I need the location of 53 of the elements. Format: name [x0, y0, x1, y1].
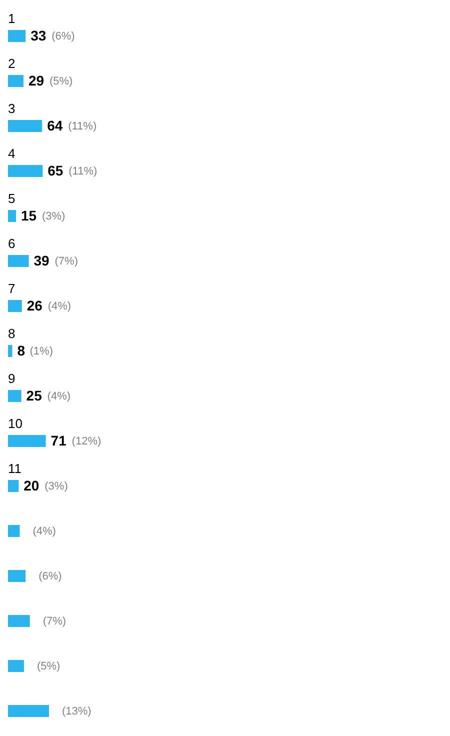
data-label: 65: [48, 162, 64, 178]
annotation: (7%): [42, 616, 66, 628]
bar: [8, 570, 26, 582]
annotation: (3%): [42, 210, 66, 222]
bar: [8, 480, 19, 492]
annotation: (3%): [44, 480, 68, 492]
data-label: 29: [28, 72, 44, 88]
y-tick-label: 1: [8, 11, 16, 26]
bar: [8, 165, 43, 177]
bar: [8, 30, 26, 42]
bar: [8, 660, 24, 672]
data-label: 33: [30, 28, 46, 44]
y-tick-label: 11: [8, 461, 22, 476]
bar: [8, 210, 16, 222]
bar: [8, 120, 42, 132]
data-label: 15: [20, 208, 37, 224]
bar: [8, 300, 22, 312]
bar: [8, 390, 22, 402]
y-tick-label: 9: [8, 371, 16, 386]
data-label: 26: [26, 298, 43, 314]
data-label: 25: [26, 388, 42, 404]
annotation: (13%): [62, 706, 92, 718]
annotation: (4%): [48, 300, 72, 312]
bar: [8, 75, 24, 87]
bar: [8, 255, 29, 267]
bar: [8, 615, 30, 627]
data-label: 64: [47, 118, 63, 134]
y-tick-label: 5: [8, 191, 16, 206]
annotation: (5%): [49, 76, 73, 88]
data-label: 39: [34, 252, 50, 268]
bar: [8, 435, 46, 447]
y-tick-label: 6: [8, 236, 16, 251]
data-label: 71: [50, 432, 67, 448]
annotation: (6%): [52, 30, 75, 42]
bar: [8, 525, 20, 537]
y-tick-label: 4: [8, 146, 16, 161]
annotation: (7%): [54, 256, 78, 268]
annotation: (6%): [38, 570, 62, 582]
y-tick-label: 3: [8, 101, 16, 116]
annotation: (4%): [32, 526, 56, 538]
y-tick-label: 2: [8, 56, 16, 71]
data-label: 20: [24, 478, 40, 494]
annotation: (11%): [68, 120, 97, 132]
annotation: (5%): [36, 660, 60, 672]
bar: [8, 705, 49, 717]
y-tick-label: 7: [8, 281, 16, 296]
annotation: (11%): [68, 166, 98, 178]
y-tick-label: 10: [8, 416, 22, 431]
y-tick-label: 8: [8, 326, 16, 341]
annotation: (4%): [47, 390, 71, 402]
bar: [8, 345, 12, 357]
annotation: (1%): [30, 346, 53, 358]
annotation: (12%): [72, 436, 102, 448]
